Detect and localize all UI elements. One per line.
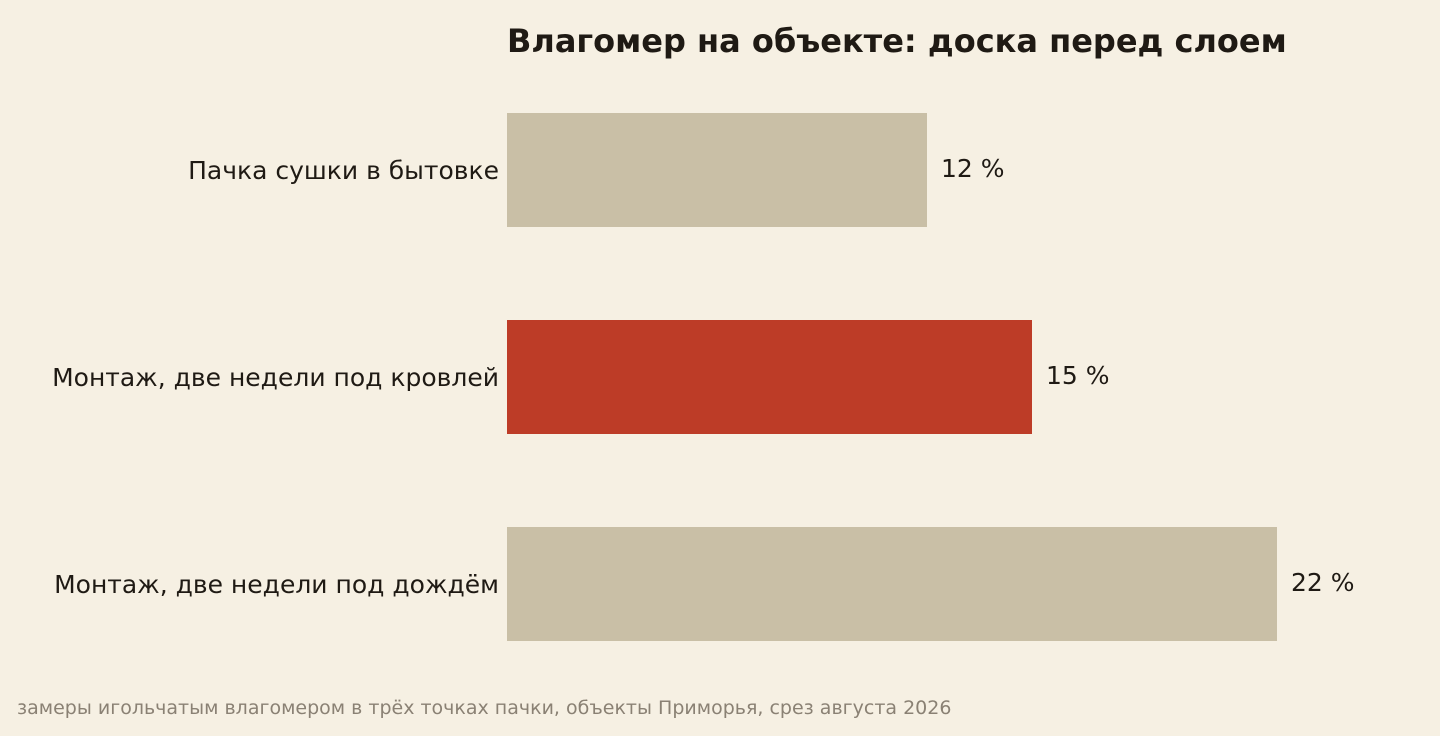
value-label-1: 12 %: [941, 154, 1005, 183]
value-label-3: 22 %: [1291, 568, 1355, 597]
bar-1: [507, 113, 927, 227]
value-label-2: 15 %: [1046, 361, 1110, 390]
bars-group: Пачка сушки в бытовке 12 % Монтаж, две нед…: [52, 113, 1355, 641]
category-label-3: Монтаж, две недели под дождём: [54, 570, 499, 599]
category-label-1: Пачка сушки в бытовке: [188, 156, 499, 185]
category-label-2: Монтаж, две недели под кровлей: [52, 363, 499, 392]
bar-2: [507, 320, 1032, 434]
chart-footnote: замеры игольчатым влагомером в трёх точк…: [17, 697, 951, 719]
bar-3: [507, 527, 1277, 641]
chart-title: Влагомер на объекте: доска перед слоем: [507, 22, 1287, 60]
